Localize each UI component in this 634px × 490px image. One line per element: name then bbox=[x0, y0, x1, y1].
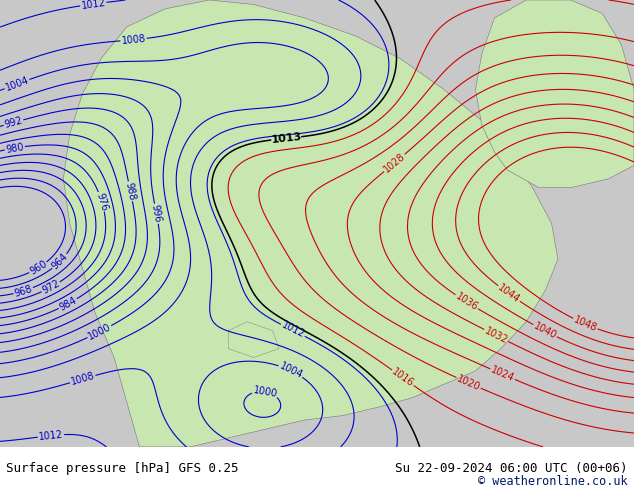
Polygon shape bbox=[228, 322, 279, 358]
Text: 1012: 1012 bbox=[280, 320, 306, 340]
Polygon shape bbox=[63, 0, 558, 447]
Text: 1012: 1012 bbox=[81, 0, 106, 11]
Text: © weatheronline.co.uk: © weatheronline.co.uk bbox=[478, 475, 628, 488]
Text: 1048: 1048 bbox=[572, 315, 598, 333]
Text: Surface pressure [hPa] GFS 0.25: Surface pressure [hPa] GFS 0.25 bbox=[6, 462, 239, 475]
Text: 1032: 1032 bbox=[483, 325, 510, 345]
Polygon shape bbox=[476, 0, 634, 188]
Text: 960: 960 bbox=[28, 259, 49, 277]
Text: 996: 996 bbox=[150, 204, 163, 223]
Text: 980: 980 bbox=[5, 142, 25, 154]
Text: 1024: 1024 bbox=[489, 365, 516, 384]
Text: 976: 976 bbox=[94, 191, 109, 212]
Text: 992: 992 bbox=[3, 115, 23, 130]
Text: 988: 988 bbox=[124, 181, 137, 201]
Text: 984: 984 bbox=[58, 295, 79, 313]
Text: 1000: 1000 bbox=[86, 322, 113, 342]
Text: 1044: 1044 bbox=[496, 283, 522, 305]
Text: 1004: 1004 bbox=[4, 75, 30, 93]
Text: 1040: 1040 bbox=[532, 321, 558, 341]
Text: 972: 972 bbox=[41, 278, 61, 296]
Text: 1000: 1000 bbox=[252, 385, 278, 399]
Text: 968: 968 bbox=[13, 284, 34, 298]
Text: 1016: 1016 bbox=[390, 367, 416, 389]
Text: 1004: 1004 bbox=[278, 361, 304, 380]
Text: 1008: 1008 bbox=[70, 371, 96, 387]
Text: Su 22-09-2024 06:00 UTC (00+06): Su 22-09-2024 06:00 UTC (00+06) bbox=[395, 462, 628, 475]
Text: 1028: 1028 bbox=[382, 151, 407, 175]
Text: 1036: 1036 bbox=[453, 291, 480, 313]
Text: 1012: 1012 bbox=[38, 429, 63, 442]
Text: 964: 964 bbox=[50, 251, 70, 271]
Text: 1013: 1013 bbox=[271, 132, 302, 145]
Text: 1008: 1008 bbox=[121, 33, 146, 46]
Text: 1020: 1020 bbox=[455, 373, 482, 392]
